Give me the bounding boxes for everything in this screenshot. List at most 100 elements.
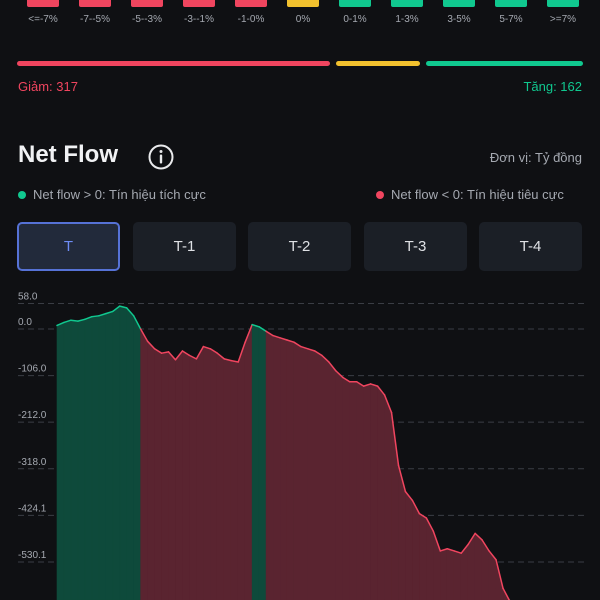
bucket-bar bbox=[27, 0, 59, 7]
net-flow-line bbox=[139, 328, 149, 343]
negative-area bbox=[405, 490, 413, 600]
positive-dot-icon bbox=[18, 190, 26, 199]
net-flow-line bbox=[125, 307, 135, 317]
distribution-bucket: -3--1% bbox=[170, 0, 222, 30]
bucket-label: 0-1% bbox=[343, 14, 367, 25]
increase-bar bbox=[426, 61, 583, 66]
decrease-bar bbox=[17, 61, 330, 66]
net-flow-line bbox=[369, 383, 379, 387]
y-tick-label: 0.0 bbox=[18, 317, 32, 328]
negative-area bbox=[440, 548, 448, 600]
positive-area bbox=[119, 305, 127, 600]
net-flow-line bbox=[237, 341, 246, 363]
tab-t-3[interactable]: T-3 bbox=[364, 222, 467, 271]
net-flow-line bbox=[112, 305, 121, 313]
distribution-bucket: 0% bbox=[274, 0, 326, 30]
negative-area bbox=[196, 345, 204, 600]
distribution-bucket: -7--5% bbox=[66, 0, 118, 30]
net-flow-line bbox=[390, 411, 400, 467]
positive-area bbox=[98, 313, 107, 600]
negative-area bbox=[446, 548, 455, 600]
negative-area bbox=[377, 385, 385, 600]
negative-area bbox=[307, 348, 316, 600]
net-flow-line bbox=[63, 319, 72, 324]
net-flow-line bbox=[293, 341, 302, 348]
negative-area bbox=[384, 394, 392, 600]
net-flow-line bbox=[153, 348, 163, 354]
net-flow-line bbox=[132, 315, 142, 330]
net-flow-line bbox=[321, 354, 330, 363]
negative-area bbox=[147, 340, 155, 600]
bucket-label: 5-7% bbox=[499, 14, 523, 25]
bucket-label: -7--5% bbox=[79, 14, 110, 25]
negative-area bbox=[175, 350, 183, 600]
negative-area bbox=[474, 532, 483, 600]
net-flow-line bbox=[481, 539, 490, 552]
net-flow-line bbox=[272, 334, 281, 339]
net-flow-line bbox=[383, 394, 393, 414]
net-flow-line bbox=[314, 350, 323, 357]
negative-area bbox=[370, 383, 378, 600]
y-tick-label: -424.1 bbox=[18, 503, 47, 514]
distribution-bucket: -5--3% bbox=[118, 0, 170, 30]
net-flow-line bbox=[404, 490, 414, 502]
positive-area bbox=[63, 319, 72, 600]
net-flow-line bbox=[502, 587, 511, 600]
bucket-label: -5--3% bbox=[131, 14, 162, 25]
negative-area bbox=[363, 383, 371, 600]
net-flow-line bbox=[84, 315, 93, 321]
net-flow-line bbox=[188, 354, 198, 360]
net-flow-line bbox=[216, 352, 226, 360]
negative-area bbox=[182, 350, 190, 600]
distribution-bucket: 5-7% bbox=[482, 0, 534, 30]
net-flow-line bbox=[488, 550, 497, 561]
negative-area bbox=[453, 550, 462, 600]
net-flow-chart: 58.0 0.0 -106.0 -212.0 -318.0 -424.1 -530.1 bbox=[18, 292, 585, 600]
positive-area bbox=[133, 315, 141, 600]
distribution-bucket: >=7% bbox=[534, 0, 586, 30]
positive-area bbox=[105, 311, 114, 600]
negative-area bbox=[328, 361, 337, 600]
bucket-label: 1-3% bbox=[395, 14, 419, 25]
unchanged-bar bbox=[336, 61, 420, 66]
net-flow-line bbox=[174, 350, 184, 361]
negative-area bbox=[154, 348, 162, 600]
tab-t-4[interactable]: T-4 bbox=[479, 222, 582, 271]
net-flow-line bbox=[432, 530, 442, 552]
tab-t[interactable]: T bbox=[17, 222, 120, 271]
bucket-bar bbox=[287, 0, 319, 7]
net-flow-line bbox=[244, 323, 253, 343]
net-flow-line bbox=[98, 312, 107, 317]
bucket-bar bbox=[131, 0, 163, 7]
net-flow-line bbox=[335, 370, 344, 379]
bucket-bar bbox=[235, 0, 267, 7]
legend-positive: Net flow > 0: Tín hiệu tích cực bbox=[18, 187, 206, 202]
bucket-bar bbox=[339, 0, 371, 7]
net-flow-line bbox=[467, 532, 476, 546]
tab-t-1[interactable]: T-1 bbox=[133, 222, 236, 271]
bucket-bar bbox=[495, 0, 527, 7]
change-distribution: <=-7% -7--5% -5--3% -3--1% -1-0% 0% 0-1% 1-3% 3-… bbox=[0, 0, 600, 30]
bucket-bar bbox=[183, 0, 215, 7]
negative-area bbox=[286, 339, 295, 600]
net-flow-line bbox=[397, 464, 407, 493]
legend-negative: Net flow < 0: Tín hiệu tiêu cực bbox=[376, 187, 564, 202]
net-flow-line bbox=[230, 359, 239, 363]
tab-t-2[interactable]: T-2 bbox=[248, 222, 351, 271]
net-flow-line bbox=[307, 348, 316, 352]
legend-negative-label: Net flow < 0: Tín hiệu tiêu cực bbox=[391, 187, 564, 202]
negative-area bbox=[244, 324, 253, 600]
info-icon[interactable] bbox=[147, 143, 175, 171]
negative-dot-icon bbox=[376, 190, 384, 199]
net-flow-line bbox=[286, 339, 295, 343]
net-flow-line bbox=[265, 330, 274, 337]
net-flow-line bbox=[446, 548, 455, 552]
bucket-label: 0% bbox=[295, 14, 311, 25]
negative-area bbox=[216, 352, 225, 600]
positive-area bbox=[77, 318, 86, 600]
net-flow-line bbox=[209, 348, 219, 354]
net-flow-line bbox=[167, 351, 177, 361]
negative-area bbox=[314, 350, 323, 600]
positive-area bbox=[91, 315, 100, 600]
